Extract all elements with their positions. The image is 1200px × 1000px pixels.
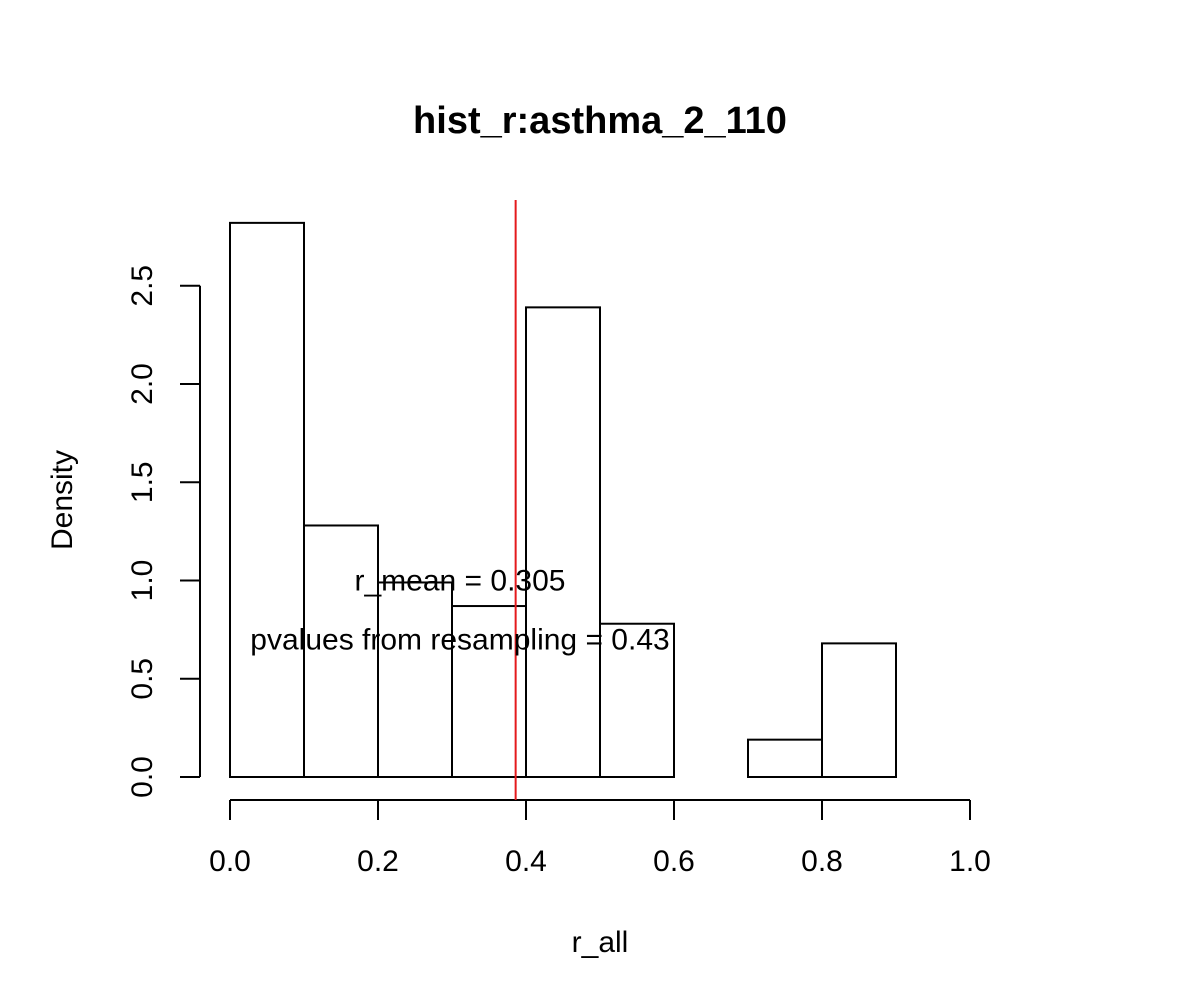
annotation-0: r_mean = 0.305 [355,565,566,598]
y-tick-label-5: 2.5 [126,265,159,307]
annotation-1: pvalues from resampling = 0.43 [250,623,669,656]
histogram-bar-2 [377,581,453,779]
x-axis: 0.0 0.2 0.4 0.6 0.8 1.0 [209,799,991,878]
y-tick-label-3: 1.5 [126,461,159,503]
histogram-bar-8 [821,642,897,778]
histogram-bar-0 [229,221,305,778]
y-axis-label: Density [46,450,79,550]
x-tick-label-1: 0.2 [357,845,399,878]
y-tick-label-4: 2.0 [126,363,159,405]
y-tick-label-1: 0.5 [126,658,159,700]
histogram-bar-7 [747,738,823,778]
histogram-bars [229,221,897,779]
x-tick-label-2: 0.4 [505,845,547,878]
x-tick-label-5: 1.0 [949,845,991,878]
x-tick-label-0: 0.0 [209,845,251,878]
y-tick-label-0: 0.0 [126,756,159,798]
chart-title: hist_r:asthma_2_110 [413,100,787,142]
y-axis: 0.0 0.5 1.0 1.5 2.0 2.5 [126,265,201,798]
histogram-bar-4 [525,306,601,778]
x-tick-label-3: 0.6 [653,845,695,878]
histogram-bar-5 [599,622,675,778]
x-tick-label-4: 0.8 [801,845,843,878]
annotations: r_mean = 0.305 pvalues from resampling = … [250,565,669,657]
y-tick-label-2: 1.0 [126,560,159,602]
x-axis-label: r_all [572,926,629,959]
